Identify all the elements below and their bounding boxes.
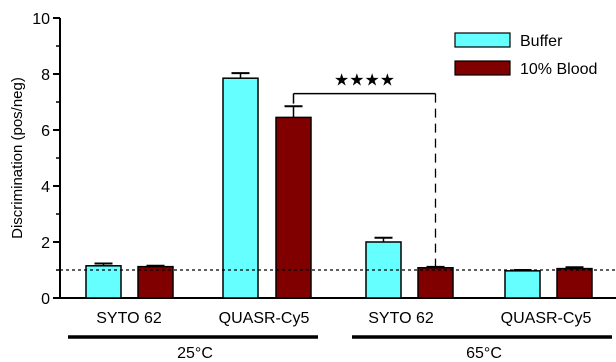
y-axis: 0 2 4 6 8 10: [32, 11, 61, 308]
bar: [137, 265, 174, 299]
bar: [365, 241, 402, 299]
legend: Buffer 10% Blood: [454, 32, 597, 78]
y-tick-label: 6: [41, 123, 50, 140]
category-label: SYTO 62: [96, 310, 162, 327]
y-tick-label: 8: [41, 67, 50, 84]
bar: [504, 270, 541, 299]
error-bars: [94, 72, 584, 271]
legend-swatch: [454, 32, 511, 48]
y-tick-label: 4: [41, 179, 50, 196]
legend-swatch: [454, 60, 511, 76]
legend-label: Buffer: [520, 33, 563, 50]
bars: [85, 77, 593, 299]
significance-bracket: ★★★★: [292, 71, 437, 268]
category-label: SYTO 62: [368, 310, 434, 327]
y-tick-label: 0: [41, 291, 50, 308]
group-label: 65°C: [466, 345, 502, 362]
bar: [556, 267, 593, 299]
y-tick-label: 10: [32, 11, 50, 28]
group-label: 25°C: [177, 345, 213, 362]
group-labels: 25°C 65°C: [68, 335, 612, 362]
y-axis-title: Discrimination (pos/neg): [9, 77, 26, 239]
y-tick-label: 2: [41, 235, 50, 252]
x-axis: SYTO 62 QUASR-Cy5 SYTO 62 QUASR-Cy5: [60, 297, 616, 327]
legend-label: 10% Blood: [520, 61, 597, 78]
significance-label: ★★★★: [334, 71, 395, 90]
bar: [85, 265, 122, 299]
category-label: QUASR-Cy5: [501, 310, 592, 327]
category-label: QUASR-Cy5: [219, 310, 310, 327]
bar: [275, 116, 312, 299]
bar: [417, 267, 454, 299]
bar: [222, 77, 259, 299]
